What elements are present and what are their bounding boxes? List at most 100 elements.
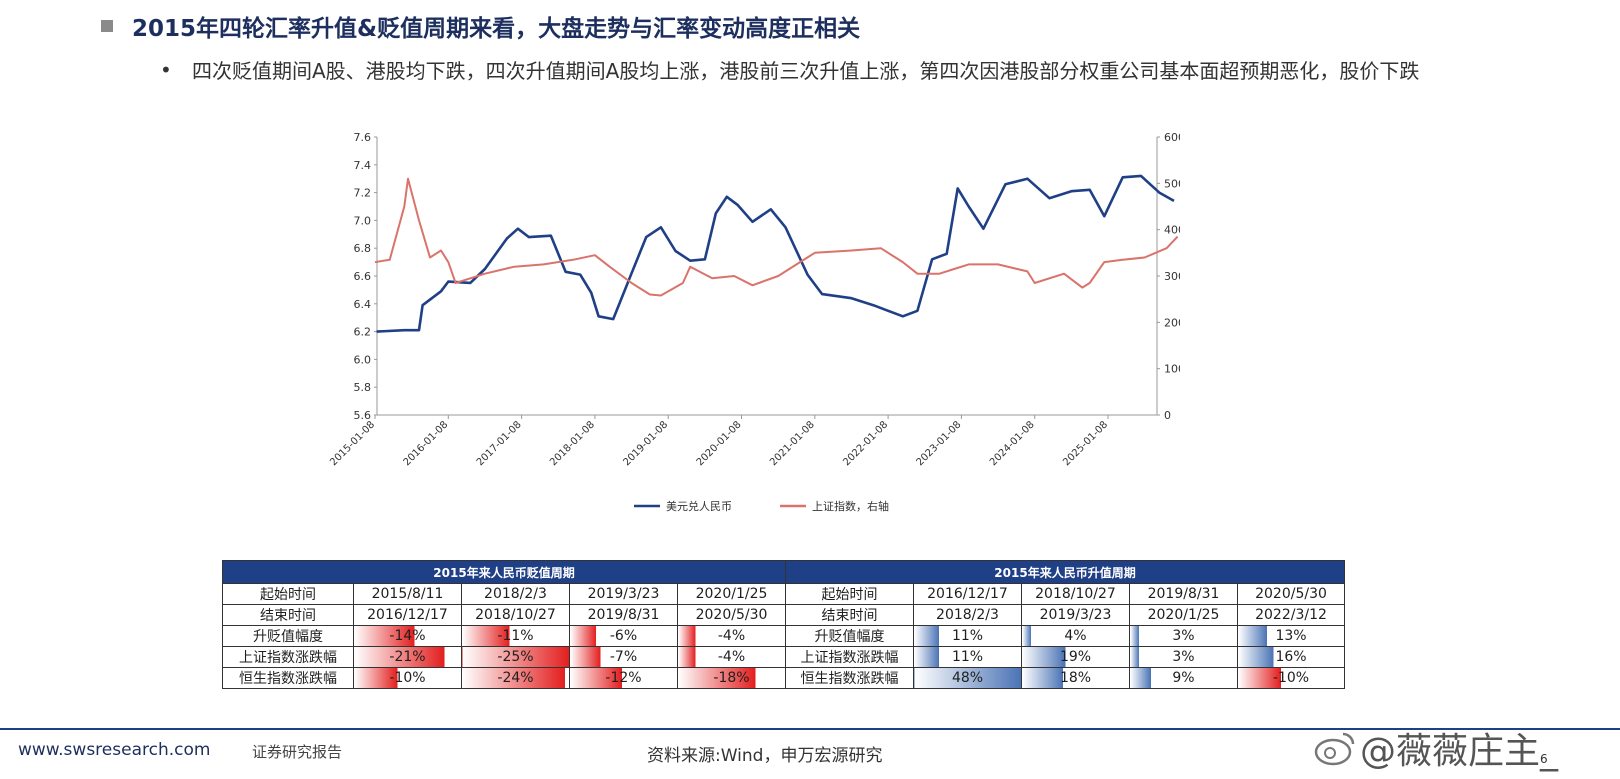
y-right-tick-label: 3000	[1164, 270, 1180, 283]
y-left-tick-label: 7.0	[354, 214, 372, 227]
page-number: 6	[1540, 752, 1548, 766]
x-tick-label: 2022-01-08	[841, 419, 890, 468]
depreciation-cell: -4%	[677, 646, 786, 668]
x-tick-label: 2024-01-08	[988, 419, 1037, 468]
x-tick-label: 2019-01-08	[621, 419, 670, 468]
appreciation-cell: 16%	[1237, 646, 1345, 668]
depreciation-cell: -14%	[353, 625, 462, 647]
appreciation-cell: 19%	[1021, 646, 1130, 668]
appreciation-cell: 2020/5/30	[1237, 583, 1345, 605]
bullet-dot: •	[160, 58, 172, 82]
x-tick-label: 2016-01-08	[402, 419, 451, 468]
table-row: 起始时间 2015/8/11 2018/2/3 2019/3/23 2020/1/25 起…	[222, 583, 1345, 605]
x-tick-label: 2023-01-08	[915, 419, 964, 468]
depreciation-cell: 2020/1/25	[677, 583, 786, 605]
depreciation-cell: 2018/10/27	[461, 604, 570, 626]
appreciation-cell: 4%	[1021, 625, 1130, 647]
appreciation-cell: 18%	[1021, 667, 1130, 689]
legend-label-2: 上证指数，右轴	[812, 499, 889, 513]
y-left-tick-label: 6.4	[354, 298, 372, 311]
y-left-tick-label: 6.0	[354, 353, 372, 366]
row-label: 结束时间	[222, 604, 354, 626]
table-row: 恒生指数涨跌幅 -10% -24% -12% -18% 恒生指数涨跌幅 48% 18% 9% -1…	[222, 667, 1345, 689]
depreciation-cell: -18%	[677, 667, 786, 689]
appreciation-cell: 3%	[1129, 646, 1238, 668]
row-label: 上证指数涨跌幅	[222, 646, 354, 668]
row-label: 起始时间	[222, 583, 354, 605]
y-left-tick-label: 6.2	[354, 326, 372, 339]
y-right-tick-label: 4000	[1164, 224, 1180, 237]
footer-divider	[0, 728, 1620, 730]
source-note: 资料来源:Wind，申万宏源研究	[647, 746, 883, 766]
y-left-tick-label: 5.8	[354, 381, 372, 394]
footer-url[interactable]: www.swsresearch.com	[18, 740, 211, 760]
row-label: 上证指数涨跌幅	[785, 646, 914, 668]
y-left-tick-label: 7.2	[354, 187, 372, 200]
y-left-tick-label: 5.6	[354, 409, 372, 422]
x-tick-label: 2020-01-08	[695, 419, 744, 468]
depreciation-cell: -7%	[569, 646, 678, 668]
title-square-marker	[101, 20, 113, 32]
appreciation-cell: 2018/10/27	[1021, 583, 1130, 605]
legend-label-1: 美元兑人民币	[666, 499, 732, 513]
y-left-tick-label: 6.6	[354, 270, 372, 283]
depreciation-cell: 2020/5/30	[677, 604, 786, 626]
appreciation-cell: 2022/3/12	[1237, 604, 1345, 626]
appreciation-cell: 2020/1/25	[1129, 604, 1238, 626]
depreciation-cell: -21%	[353, 646, 462, 668]
table-row: 升贬值幅度 -14% -11% -6% -4% 升贬值幅度 11% 4% 3% 13%	[222, 625, 1345, 647]
appreciation-cell: 2019/3/23	[1021, 604, 1130, 626]
exchange-rate-chart: 5.6 5.8 6.0 6.2 6.4 6.6 6.8 7.0 7.2 7.4 7.6 0 1000 20…	[328, 131, 1180, 513]
row-label: 结束时间	[785, 604, 914, 626]
y-right-tick-label: 2000	[1164, 316, 1180, 329]
appreciation-header: 2015年来人民币升值周期	[785, 560, 1345, 584]
appreciation-cell: 9%	[1129, 667, 1238, 689]
depreciation-cell: 2016/12/17	[353, 604, 462, 626]
depreciation-cell: 2018/2/3	[461, 583, 570, 605]
depreciation-cell: -11%	[461, 625, 570, 647]
x-tick-label: 2015-01-08	[328, 419, 377, 468]
row-label: 恒生指数涨跌幅	[222, 667, 354, 689]
bullet-text: 四次贬值期间A股、港股均下跌，四次升值期间A股均上涨，港股前三次升值上涨，第四次…	[192, 59, 1420, 83]
depreciation-cell: -6%	[569, 625, 678, 647]
watermark: @薇薇庄主_	[1360, 731, 1559, 772]
y-right-tick-label: 6000	[1164, 131, 1180, 144]
row-label: 升贬值幅度	[785, 625, 914, 647]
row-label: 起始时间	[785, 583, 914, 605]
y-right-tick-label: 1000	[1164, 363, 1180, 376]
appreciation-cell: 11%	[913, 646, 1022, 668]
appreciation-cell: 2016/12/17	[913, 583, 1022, 605]
depreciation-cell: 2019/3/23	[569, 583, 678, 605]
appreciation-cell: 13%	[1237, 625, 1345, 647]
depreciation-cell: -10%	[353, 667, 462, 689]
page-title: 2015年四轮汇率升值&贬值周期来看，大盘走势与汇率变动高度正相关	[132, 16, 861, 42]
row-label: 升贬值幅度	[222, 625, 354, 647]
x-tick-label: 2021-01-08	[768, 419, 817, 468]
depreciation-cell: -25%	[461, 646, 570, 668]
weibo-icon	[1314, 732, 1355, 766]
appreciation-cell: 2018/2/3	[913, 604, 1022, 626]
depreciation-header: 2015年来人民币贬值周期	[222, 560, 786, 584]
y-right-tick-label: 0	[1164, 409, 1171, 422]
x-tick-label: 2018-01-08	[548, 419, 597, 468]
table-row: 上证指数涨跌幅 -21% -25% -7% -4% 上证指数涨跌幅 11% 19% 3% 16%	[222, 646, 1345, 668]
appreciation-cell: 48%	[913, 667, 1022, 689]
x-tick-label: 2025-01-08	[1061, 419, 1110, 468]
y-left-tick-label: 7.4	[354, 159, 372, 172]
footer-report-label: 证券研究报告	[252, 743, 343, 761]
appreciation-cell: 11%	[913, 625, 1022, 647]
y-left-tick-label: 6.8	[354, 242, 372, 255]
y-right-tick-label: 5000	[1164, 177, 1180, 190]
depreciation-cell: -4%	[677, 625, 786, 647]
depreciation-cell: 2019/8/31	[569, 604, 678, 626]
appreciation-cell: 3%	[1129, 625, 1238, 647]
depreciation-cell: 2015/8/11	[353, 583, 462, 605]
series-line-1	[376, 174, 1175, 333]
series-line-2	[374, 177, 1179, 297]
appreciation-cell: 2019/8/31	[1129, 583, 1238, 605]
depreciation-cell: -12%	[569, 667, 678, 689]
appreciation-cell: -10%	[1237, 667, 1345, 689]
rmb-cycle-table: 2015年来人民币贬值周期 2015年来人民币升值周期 起始时间 2015/8/1…	[222, 560, 1345, 689]
x-tick-label: 2017-01-08	[475, 419, 524, 468]
row-label: 恒生指数涨跌幅	[785, 667, 914, 689]
